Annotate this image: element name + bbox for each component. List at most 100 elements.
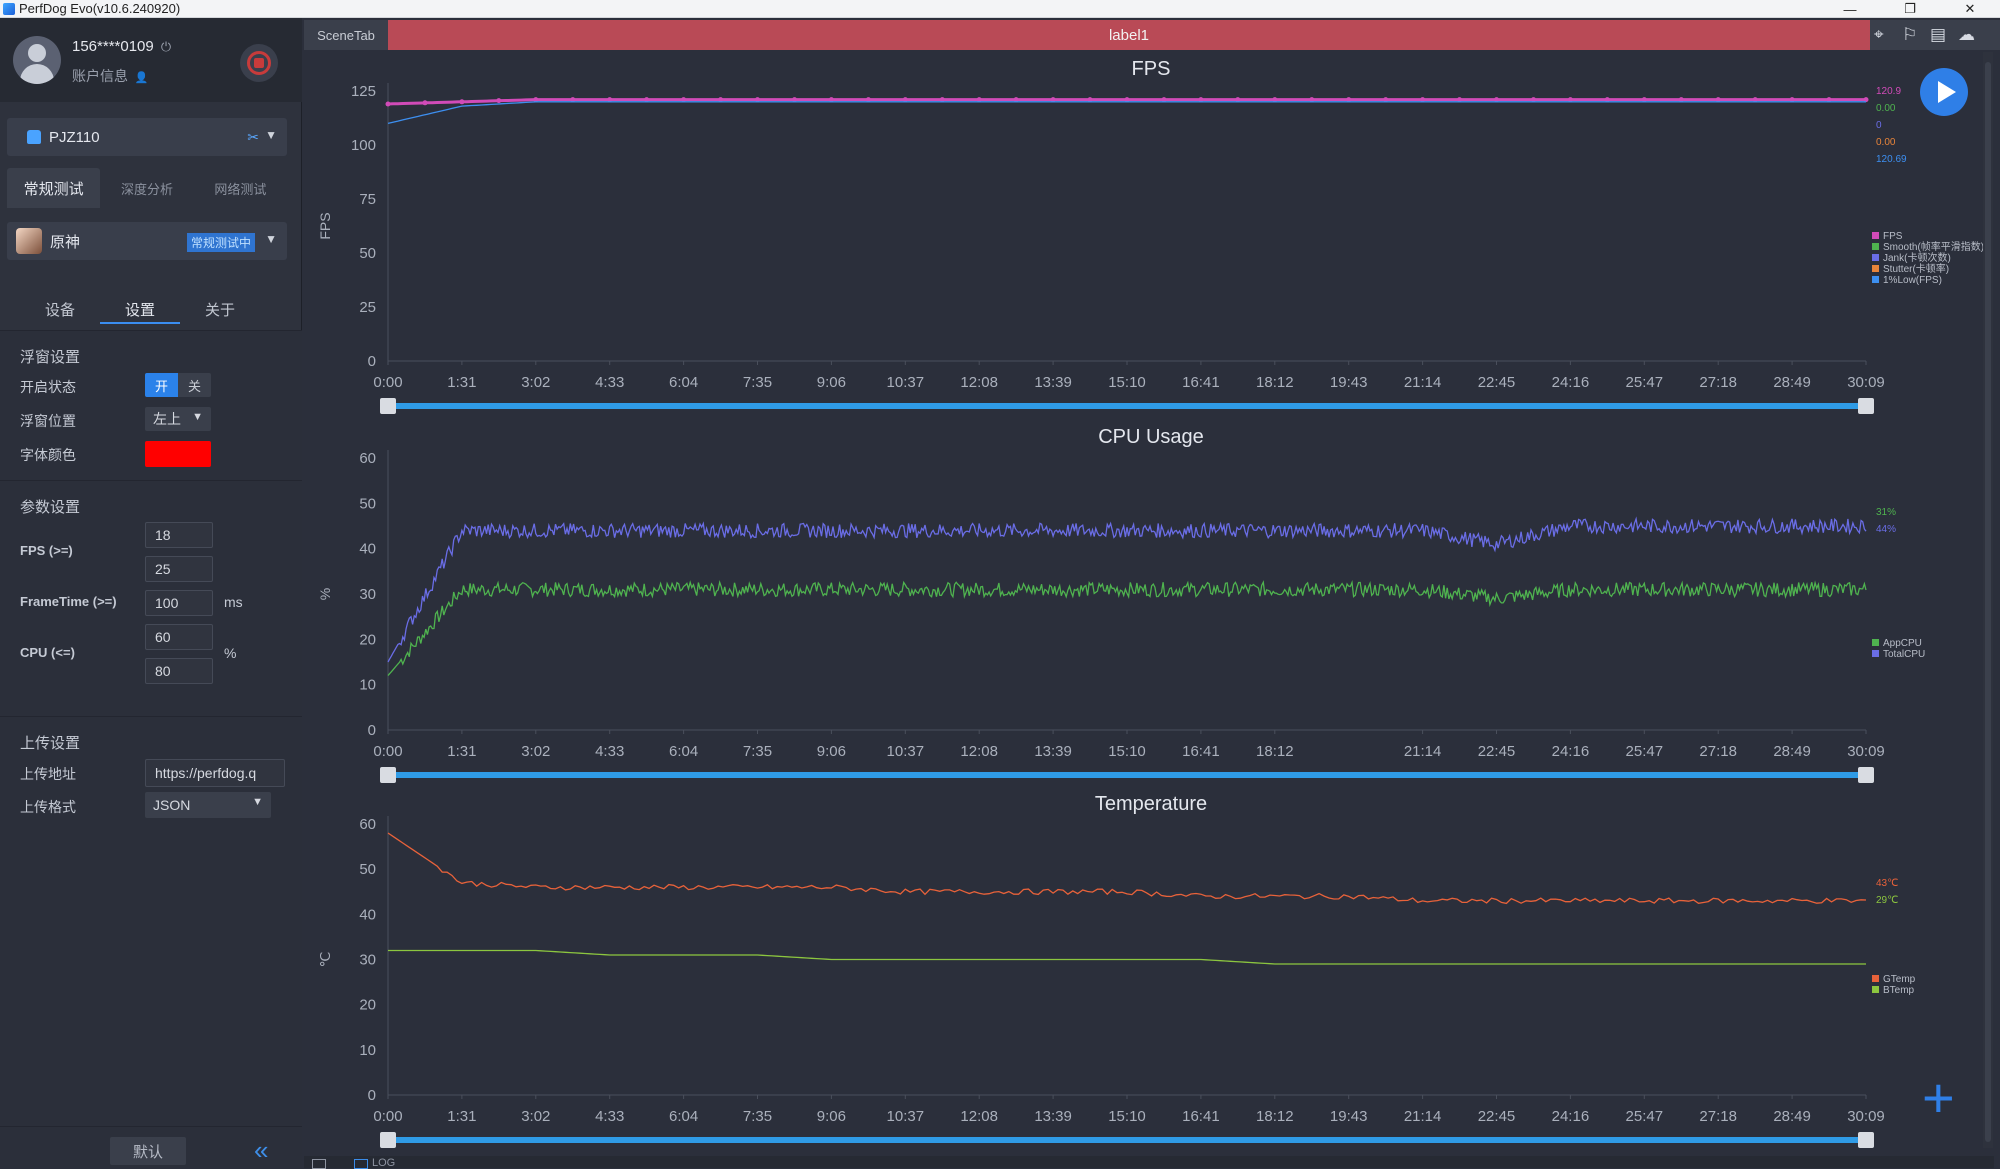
legend-label: GTemp [1883,974,1916,985]
chevron-down-icon[interactable]: ▼ [265,232,277,246]
app-selector[interactable]: 原神 常规测试中 ▼ [7,222,287,260]
x-tick-label: 3:02 [521,374,550,391]
user-id-text: 156****0109 [72,38,154,55]
play-button[interactable] [1920,68,1968,116]
label-tab[interactable]: label1 [388,20,1870,50]
tab-about[interactable]: 关于 [204,302,235,319]
x-tick-label: 24:16 [1552,1108,1590,1125]
tab-network-test[interactable]: 网络测试 [214,181,267,197]
bottom-bar: LOG [304,1156,1994,1169]
fps-label: FPS (>=) [20,543,73,558]
x-tick-label: 9:06 [817,1108,846,1125]
chart-title: FPS [1132,58,1171,80]
user-bar: 156****0109 ⏻ 账户信息 👤 [0,18,302,102]
x-tick-label: 1:31 [447,1108,476,1125]
toggle-off[interactable]: 关 [178,373,211,397]
legend-label: Smooth(帧率平滑指数) [1883,240,1984,253]
default-button[interactable]: 默认 [110,1137,186,1165]
device-selector[interactable]: PJZ110 ✂ ▼ [7,118,287,156]
tab-regular-test[interactable]: 常规测试 [7,168,101,208]
legend-swatch [1872,639,1879,646]
settings-tabs: 设备 设置 关于 [20,296,260,324]
x-tick-label: 1:31 [447,374,476,391]
avatar[interactable] [13,36,61,84]
location-icon[interactable]: ⌖ [1874,25,1884,44]
cpu-threshold-2[interactable]: 80 [145,658,213,684]
frametime-unit: ms [224,594,243,610]
app-icon [16,228,42,254]
data-point [976,97,982,103]
data-point [1124,97,1130,103]
folder-icon[interactable]: ▤ [1930,25,1947,44]
range-slider-handle-left [380,1132,396,1148]
upload-format-value: JSON [153,797,191,813]
y-tick-label: 40 [359,906,376,923]
x-tick-label: 18:12 [1256,1108,1294,1125]
fps-threshold-2[interactable]: 25 [145,556,213,582]
data-point [902,97,908,103]
y-tick-label: 0 [368,353,376,370]
upload-settings-section: 上传设置 上传地址 https://perfdog.q 上传格式 JSON ▼ [0,716,302,1126]
upload-url-input[interactable]: https://perfdog.q [145,759,285,787]
add-chart-button[interactable]: + [1922,1066,1955,1129]
upload-format-dropdown[interactable]: JSON ▼ [145,792,271,818]
series-line [387,516,1867,663]
log-label: LOG [372,1157,396,1169]
data-point [1309,97,1315,103]
collapse-icon[interactable]: « [254,1135,269,1165]
x-tick-label: 28:49 [1773,743,1811,760]
legend-label: Jank(卡顿次数) [1883,251,1951,264]
x-tick-label: 3:02 [521,1108,550,1125]
tab-settings[interactable]: 设置 [100,296,180,324]
y-axis-label: FPS [317,212,333,239]
record-button[interactable] [240,44,278,82]
x-tick-label: 19:43 [1330,374,1368,391]
cpu-label: CPU (<=) [20,645,75,660]
y-tick-label: 30 [359,586,376,603]
minimize-button[interactable]: — [1843,1,1857,17]
data-point [1272,97,1278,103]
font-color-swatch[interactable] [145,441,211,467]
data-point [865,97,871,103]
enable-toggle[interactable]: 开 关 [145,373,211,397]
tab-deep-analysis[interactable]: 深度分析 [120,181,173,197]
link-icon[interactable]: ✂ [247,129,259,145]
x-tick-label: 7:35 [743,374,772,391]
scrollbar-thumb[interactable] [1985,62,1991,1142]
chevron-down-icon[interactable]: ▼ [265,128,277,142]
current-value-label: 120.9 [1876,86,1901,97]
data-point [459,99,465,105]
tab-device[interactable]: 设备 [44,302,75,319]
data-point [1826,97,1832,103]
fps-threshold-1[interactable]: 18 [145,522,213,548]
close-button[interactable]: ✕ [1964,1,1976,16]
x-tick-label: 0:00 [373,743,402,760]
scene-tab[interactable]: SceneTab [317,27,375,43]
account-info[interactable]: 账户信息 👤 [72,66,149,86]
vertical-scrollbar[interactable] [1983,52,1993,1148]
x-tick-label: 6:04 [669,1108,698,1125]
x-tick-label: 12:08 [960,1108,998,1125]
cpu-threshold-1[interactable]: 60 [145,624,213,650]
legend-label: 1%Low(FPS) [1883,275,1942,286]
data-point [1604,97,1610,103]
x-tick-label: 12:08 [960,743,998,760]
position-dropdown[interactable]: 左上 ▼ [145,407,211,431]
pin-icon[interactable]: ⚐ [1902,25,1918,44]
data-point [1678,97,1684,103]
x-tick-label: 10:37 [887,1108,925,1125]
x-tick-label: 18:12 [1256,743,1294,760]
data-point [1050,97,1056,103]
current-value-label: 0.00 [1876,103,1896,114]
data-point [1494,97,1499,103]
range-slider-handle-right [1858,767,1874,783]
range-slider-track [388,772,1866,778]
data-point [1198,97,1204,103]
data-point [1383,97,1389,103]
power-icon[interactable]: ⏻ [160,39,172,54]
toggle-on[interactable]: 开 [145,373,178,397]
restore-button[interactable]: ❐ [1904,1,1916,16]
cloud-icon[interactable]: ☁ [1958,25,1975,44]
series-line [387,832,1867,905]
frametime-input[interactable]: 100 [145,590,213,616]
